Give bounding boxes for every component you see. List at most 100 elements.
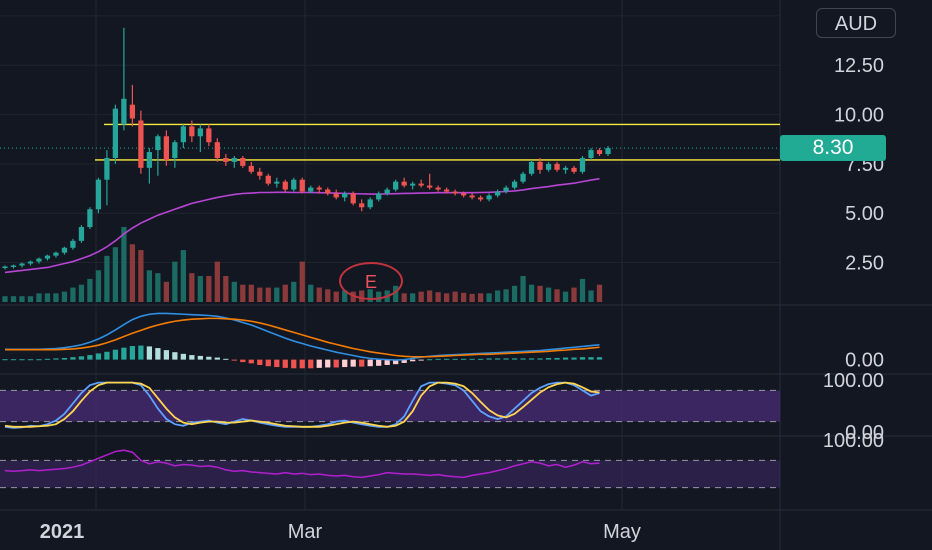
macd-histogram-bar [223,358,229,360]
volume-bar [291,281,297,302]
macd-histogram-bar [70,357,76,360]
volume-bar [520,276,526,302]
macd-histogram-bar [61,357,68,360]
macd-histogram-bar [384,359,390,365]
macd-line [5,312,600,361]
candle-body [53,252,59,256]
volume-bar [427,290,433,302]
candle-body [146,152,153,168]
candle-body [129,104,136,119]
macd-histogram-bar [477,358,484,360]
volume-bar [452,291,458,302]
candle-body [460,193,467,196]
volume-bar [2,296,8,302]
price-tick-label: 10.00 [834,105,884,127]
candle-body [367,199,373,208]
volume-bar [444,293,450,302]
candle-body [138,120,144,168]
candle-body [265,175,271,184]
candle-body [316,187,322,190]
candle-body [503,187,509,192]
macd-histogram-bar [528,358,535,360]
candle-body [494,191,501,196]
macd-histogram-bar [180,353,186,360]
macd-histogram-bar [214,357,220,360]
volume-bar [231,281,237,302]
candle-body [231,157,237,162]
candle-body [545,163,552,170]
candle-body [121,98,127,125]
candle-body [452,191,458,194]
candle-body [291,179,297,190]
macd-histogram-bar [129,346,136,360]
candle-body [350,193,356,204]
price-tick-label: 2.50 [845,253,884,275]
macd-histogram-bar [562,357,569,360]
candle-body [240,157,246,166]
candle-body [223,157,229,162]
volume-bar [486,293,492,302]
volume-bar [44,293,51,302]
macd-tick-label: 0.00 [845,350,884,372]
time-axis[interactable]: 2021 Mar May [40,521,641,543]
candle-body [520,173,526,182]
candle-body [70,240,76,248]
volume-bar [78,284,85,302]
price-axis[interactable]: 15.0012.5010.007.505.002.500.00100.000.0… [823,6,884,452]
candle-body [342,193,348,198]
candle-body [189,126,195,137]
candle-body [528,161,535,174]
volume-bar [299,261,305,302]
macd-histogram-bar [486,358,492,360]
currency-selector[interactable]: AUD [816,8,896,38]
volume-bar [588,290,594,302]
candle-body [376,193,382,200]
stoch-band [0,390,780,422]
macd-histogram-bar [155,348,161,360]
volume-bar [27,296,34,302]
macd-histogram-bar [112,349,119,360]
candle-body [10,265,17,267]
volume-bar [274,287,280,302]
volume-bar [325,289,331,302]
volume-bar [104,255,110,302]
price-tick-label: 12.50 [834,55,884,77]
volume-bar [571,287,577,302]
candle-body [596,150,603,155]
volume-bar [70,287,76,302]
macd-histogram-bar [87,355,93,360]
stoch-tick-label: 100.00 [823,370,884,392]
candle-body [61,247,68,253]
volume-bar [189,273,195,302]
volume-bar [163,281,169,302]
candle-body [435,187,441,190]
macd-histogram-bar [494,358,501,360]
macd-histogram-bar [104,351,110,360]
earnings-marker[interactable]: E [339,262,403,300]
macd-histogram-bar [376,359,382,366]
candle-body [299,179,305,192]
macd-histogram-bar [316,359,322,368]
macd-panel [2,312,603,369]
macd-histogram-bar [172,352,178,360]
volume-bar [562,291,569,302]
volume-bar [214,261,220,302]
candle-body [197,128,203,137]
macd-histogram-bar [206,356,212,360]
volume-bar [172,261,178,302]
signal-line [5,317,600,358]
candle-body [325,189,331,194]
macd-histogram-bar [444,358,450,360]
volume-bar [180,250,186,302]
volume-bar [342,290,348,302]
candle-body [87,209,93,228]
stochastic-panel [0,381,780,429]
macd-histogram-bar [10,359,17,361]
candle-body [359,203,365,208]
volume-bar [503,289,509,302]
macd-histogram-bar [44,358,51,360]
volume-bars [2,227,603,302]
volume-bar [308,284,314,302]
macd-histogram-bar [291,359,297,369]
